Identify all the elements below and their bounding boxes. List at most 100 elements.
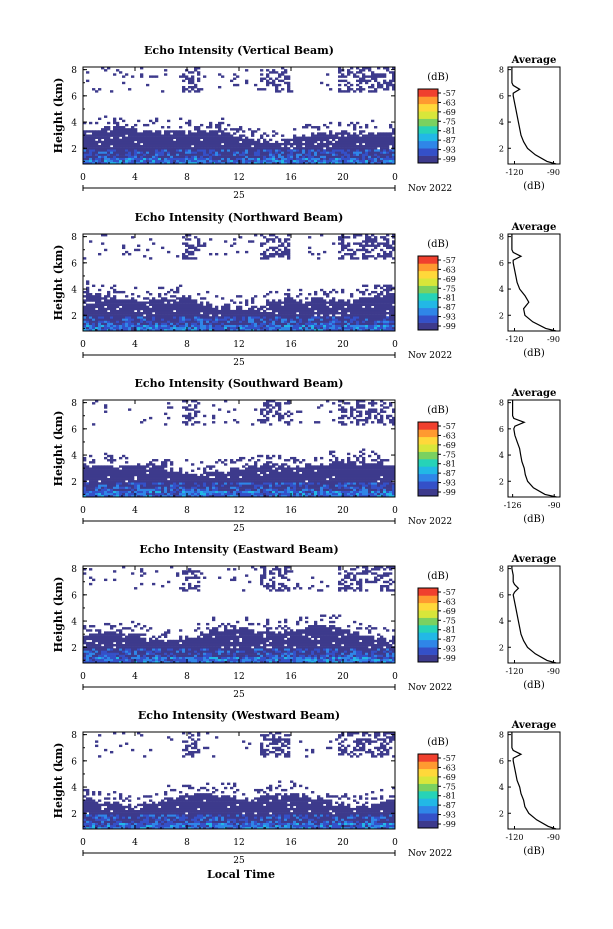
heatmap-cell [188, 475, 192, 479]
heatmap-cell [257, 488, 261, 491]
heatmap-cell [185, 488, 189, 491]
heatmap-cell [119, 326, 123, 330]
heatmap-cell [338, 121, 342, 125]
heatmap-cell [149, 475, 153, 479]
heatmap-cell [284, 314, 288, 317]
heatmap-cell [389, 303, 393, 306]
heatmap-cell [158, 299, 162, 302]
heatmap-cell [176, 480, 180, 483]
heatmap-cell [269, 492, 273, 496]
heatmap-cell [161, 484, 165, 487]
heatmap-cell [320, 322, 324, 325]
heatmap-cell [239, 307, 243, 311]
heatmap-cell [254, 314, 258, 317]
heatmap-cell [221, 130, 225, 133]
heatmap-cell [326, 309, 330, 313]
heatmap-cell [353, 312, 357, 315]
heatmap-cell [140, 324, 144, 328]
heatmap-cell [131, 478, 135, 481]
heatmap-cell [359, 77, 363, 80]
heatmap-cell [239, 326, 243, 330]
heatmap-cell [260, 467, 264, 470]
heatmap-cell [221, 316, 225, 319]
heatmap-cell [278, 408, 282, 411]
heatmap-cell [293, 134, 297, 137]
heatmap-cell [365, 236, 369, 239]
heatmap-cell [119, 117, 123, 121]
heatmap-cell [383, 244, 387, 247]
heatmap-cell [317, 257, 321, 260]
heatmap-cell [215, 140, 219, 144]
heatmap-cell [272, 312, 276, 315]
heatmap-cell [203, 142, 207, 146]
heatmap-cell [179, 490, 183, 494]
heatmap-cell [104, 157, 108, 161]
heatmap-cell [83, 312, 87, 315]
heatmap-cell [104, 130, 108, 133]
heatmap-cell [353, 314, 357, 317]
heatmap-cell [179, 467, 183, 470]
heatmap-cell [143, 305, 147, 309]
heatmap-cell [197, 312, 201, 315]
heatmap-cell [323, 159, 327, 163]
heatmap-cell [287, 88, 291, 91]
heatmap-cell [323, 138, 327, 142]
heatmap-cell [251, 297, 255, 300]
heatmap-cell [134, 484, 138, 487]
heatmap-cell [185, 416, 189, 420]
heatmap-cell [317, 157, 321, 161]
heatmap-cell [236, 480, 240, 483]
heatmap-cell [266, 492, 270, 496]
heatmap-cell [215, 488, 219, 491]
heatmap-cell [209, 312, 213, 315]
heatmap-cell [383, 316, 387, 319]
heatmap-cell [125, 250, 129, 254]
heatmap-cell [251, 153, 255, 156]
heatmap-cell [263, 471, 267, 475]
heatmap-cell [122, 454, 126, 458]
heatmap-cell [305, 136, 309, 139]
heatmap-cell [83, 299, 87, 302]
heatmap-cell [245, 471, 249, 475]
heatmap-cell [134, 492, 138, 496]
heatmap-cell [248, 145, 252, 148]
heatmap-cell [272, 478, 276, 481]
heatmap-cell [221, 314, 225, 317]
heatmap-cell [113, 494, 117, 498]
heatmap-cell [362, 145, 366, 148]
heatmap-cell [134, 299, 138, 302]
heatmap-cell [341, 316, 345, 319]
heatmap-cell [326, 83, 330, 87]
heatmap-cell [299, 155, 303, 158]
heatmap-cell [119, 322, 123, 325]
heatmap-cell [278, 418, 282, 422]
heatmap-cell [191, 478, 195, 481]
heatmap-cell [86, 290, 90, 294]
heatmap-cell [290, 151, 294, 154]
heatmap-cell [392, 309, 396, 313]
heatmap-cell [287, 250, 291, 254]
heatmap-cell [95, 153, 99, 156]
colorbar-tick-label: -63 [443, 265, 456, 274]
heatmap-cell [344, 307, 348, 311]
heatmap-cell [176, 142, 180, 146]
heatmap-cell [329, 290, 333, 294]
heatmap-cell [224, 132, 228, 135]
heatmap-cell [89, 480, 93, 483]
heatmap-cell [275, 328, 279, 332]
heatmap-cell [242, 151, 246, 154]
heatmap-cell [326, 326, 330, 330]
heatmap-cell [152, 134, 156, 137]
heatmap-cell [140, 67, 144, 70]
heatmap-cell [224, 480, 228, 483]
heatmap-cell [266, 404, 270, 407]
heatmap-cell [86, 288, 90, 292]
heatmap-cell [320, 312, 324, 315]
heatmap-cell [158, 322, 162, 325]
heatmap-cell [95, 318, 99, 321]
heatmap-cell [200, 145, 204, 148]
heatmap-cell [110, 307, 114, 311]
heatmap-cell [230, 494, 234, 498]
heatmap-cell [164, 473, 168, 477]
heatmap-cell [353, 149, 357, 152]
